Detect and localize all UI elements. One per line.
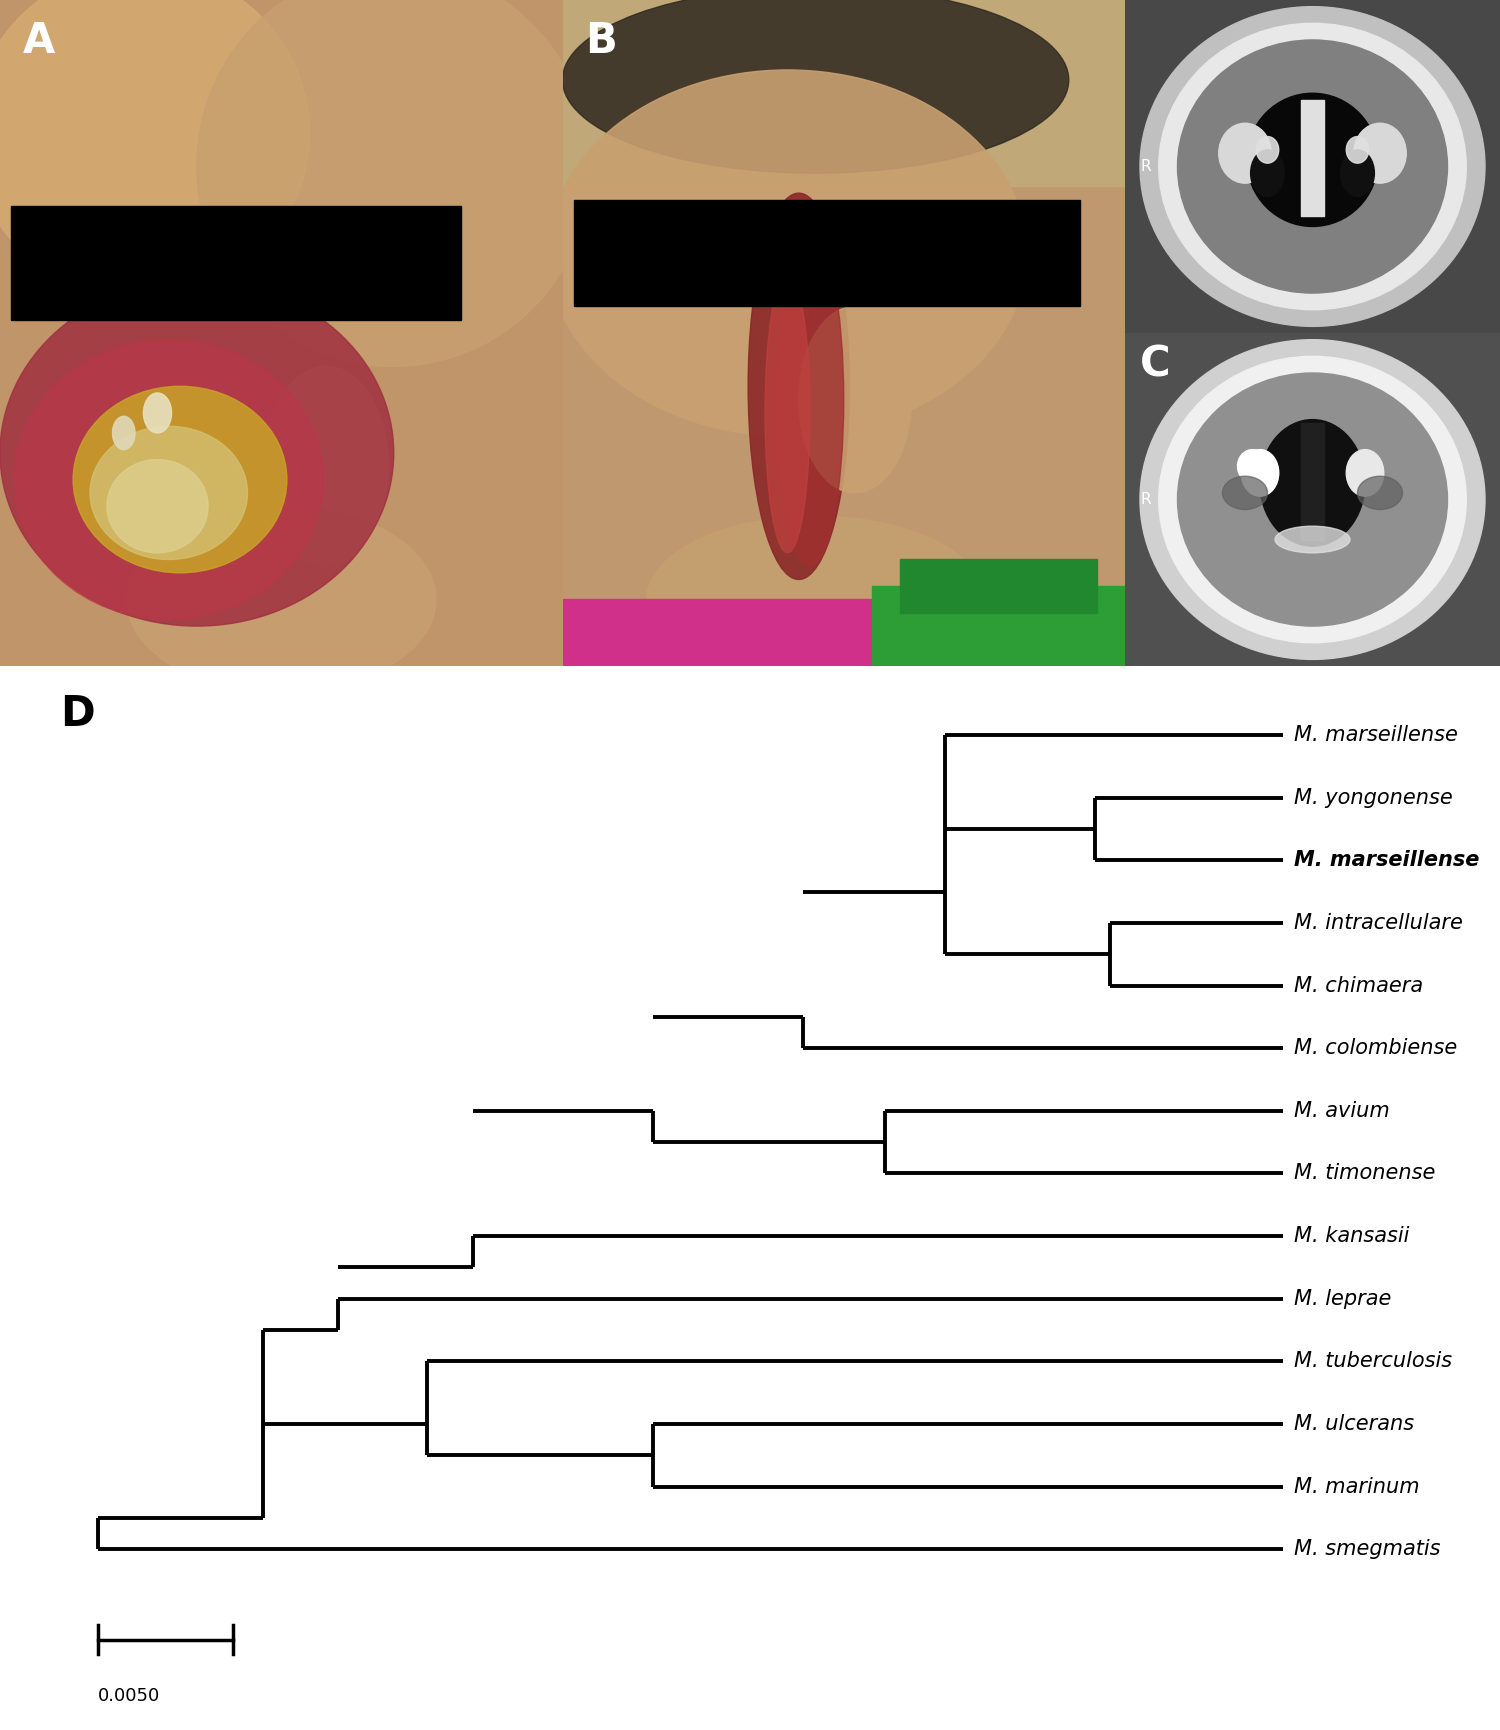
Ellipse shape	[1218, 123, 1270, 183]
Ellipse shape	[1246, 93, 1378, 227]
Ellipse shape	[106, 460, 208, 554]
Ellipse shape	[1178, 374, 1448, 626]
Ellipse shape	[1222, 476, 1268, 510]
Ellipse shape	[0, 280, 393, 626]
Text: M. marseillense: M. marseillense	[1294, 725, 1458, 746]
Bar	[900, 559, 1096, 612]
Ellipse shape	[1251, 151, 1284, 197]
Text: M. chimaera: M. chimaera	[1294, 976, 1424, 996]
Bar	[12, 206, 462, 320]
Text: A: A	[22, 21, 54, 62]
Ellipse shape	[0, 0, 309, 299]
Text: M. intracellulare: M. intracellulare	[1294, 913, 1464, 932]
Text: M. avium: M. avium	[1294, 1100, 1390, 1121]
Text: M. timonense: M. timonense	[1294, 1164, 1436, 1183]
Text: D: D	[60, 692, 94, 735]
Text: M. ulcerans: M. ulcerans	[1294, 1413, 1414, 1434]
Ellipse shape	[1257, 137, 1278, 163]
Ellipse shape	[748, 194, 849, 580]
Ellipse shape	[196, 0, 591, 367]
Text: M. colombiense: M. colombiense	[1294, 1038, 1458, 1059]
Bar	[562, 599, 872, 666]
Text: M. leprae: M. leprae	[1294, 1289, 1392, 1308]
Text: C: C	[1140, 343, 1170, 386]
Ellipse shape	[1178, 40, 1448, 292]
Ellipse shape	[1275, 526, 1350, 554]
Ellipse shape	[549, 69, 1026, 436]
Ellipse shape	[13, 339, 324, 619]
Ellipse shape	[777, 234, 843, 566]
Ellipse shape	[1353, 123, 1407, 183]
Text: M. smegmatis: M. smegmatis	[1294, 1540, 1442, 1559]
Ellipse shape	[112, 417, 135, 450]
Ellipse shape	[144, 393, 171, 432]
Text: M. kansasii: M. kansasii	[1294, 1227, 1410, 1246]
Ellipse shape	[126, 507, 436, 692]
Bar	[1300, 100, 1323, 216]
Ellipse shape	[1140, 7, 1485, 327]
Text: M. yongonense: M. yongonense	[1294, 787, 1454, 808]
Bar	[562, 0, 1125, 187]
Ellipse shape	[264, 367, 388, 566]
Ellipse shape	[1242, 450, 1278, 497]
Ellipse shape	[798, 306, 910, 493]
Ellipse shape	[1347, 450, 1383, 497]
Ellipse shape	[90, 426, 248, 559]
Ellipse shape	[562, 0, 1068, 173]
Ellipse shape	[1358, 476, 1402, 510]
Bar	[871, 586, 1125, 666]
Text: M. marinum: M. marinum	[1294, 1476, 1420, 1496]
Text: R: R	[1140, 491, 1150, 507]
Text: B: B	[585, 21, 616, 62]
Ellipse shape	[765, 273, 810, 554]
Ellipse shape	[1341, 151, 1374, 197]
Ellipse shape	[1238, 450, 1268, 483]
Ellipse shape	[1140, 339, 1485, 659]
Text: R: R	[1140, 159, 1150, 175]
Ellipse shape	[74, 386, 286, 573]
Text: M. tuberculosis: M. tuberculosis	[1294, 1351, 1452, 1372]
Ellipse shape	[1158, 22, 1466, 310]
Ellipse shape	[646, 516, 984, 683]
Ellipse shape	[1158, 356, 1466, 644]
Ellipse shape	[1347, 137, 1368, 163]
Ellipse shape	[1260, 420, 1365, 547]
Bar	[573, 199, 1080, 306]
Text: M. marseillense: M. marseillense	[1294, 851, 1480, 870]
Text: 0.0050: 0.0050	[98, 1687, 159, 1706]
Bar	[1300, 422, 1323, 540]
